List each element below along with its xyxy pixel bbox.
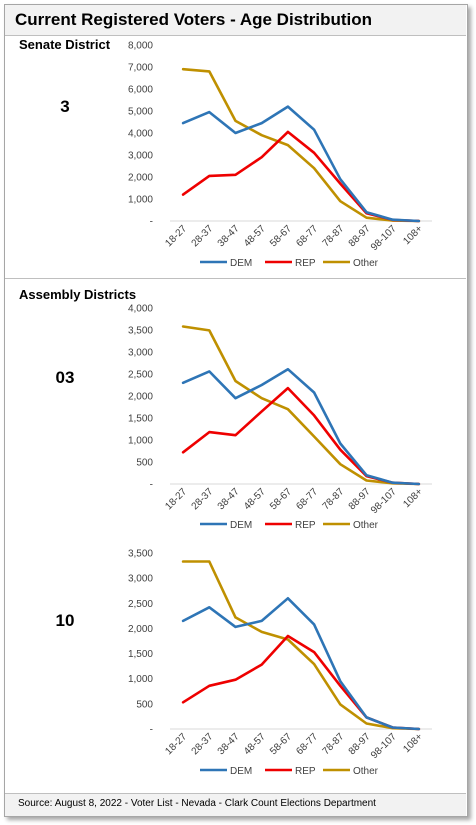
senate-district-number: 3 bbox=[60, 97, 70, 116]
source-note: Source: August 8, 2022 - Voter List - Ne… bbox=[18, 798, 376, 809]
series-line-other bbox=[181, 560, 421, 731]
assembly-district-10-number: 10 bbox=[55, 611, 75, 630]
legend-label-dem: DEM bbox=[230, 766, 252, 777]
y-tick-label: 3,500 bbox=[128, 326, 153, 337]
x-tick-label: 68-77 bbox=[294, 731, 320, 757]
legend-label-dem: DEM bbox=[230, 258, 252, 269]
y-tick-label: 2,000 bbox=[128, 392, 153, 403]
series-line-rep bbox=[181, 386, 421, 486]
x-tick-label: 78-87 bbox=[321, 223, 347, 249]
y-tick-label: - bbox=[150, 725, 153, 736]
x-tick-label: 38-47 bbox=[216, 486, 242, 512]
series-line-dem bbox=[181, 105, 421, 223]
footer-bar bbox=[5, 793, 466, 816]
x-tick-label: 38-47 bbox=[216, 223, 242, 249]
y-tick-label: 3,000 bbox=[128, 348, 153, 359]
x-tick-label: 38-47 bbox=[216, 731, 242, 757]
legend-label-other: Other bbox=[353, 520, 379, 531]
x-tick-label: 108+ bbox=[401, 731, 425, 755]
y-tick-label: 1,000 bbox=[128, 674, 153, 685]
y-tick-label: 2,000 bbox=[128, 173, 153, 184]
y-tick-label: 3,500 bbox=[128, 549, 153, 560]
legend-label-other: Other bbox=[353, 766, 379, 777]
assembly-district-03-number: 03 bbox=[55, 368, 75, 387]
y-tick-label: 7,000 bbox=[128, 63, 153, 74]
x-tick-label: 48-57 bbox=[242, 731, 268, 757]
x-tick-label: 28-37 bbox=[190, 486, 216, 512]
series-line-dem bbox=[181, 367, 421, 486]
legend-label-rep: REP bbox=[295, 766, 316, 777]
y-tick-label: 6,000 bbox=[128, 85, 153, 96]
x-tick-label: 98-107 bbox=[369, 486, 399, 516]
series-line-rep bbox=[181, 634, 421, 731]
x-tick-label: 48-57 bbox=[242, 223, 268, 249]
y-tick-label: 5,000 bbox=[128, 107, 153, 118]
series-line-dem bbox=[181, 596, 421, 731]
legend-label-dem: DEM bbox=[230, 520, 252, 531]
y-tick-label: 1,000 bbox=[128, 195, 153, 206]
senate-district-label: Senate District bbox=[19, 37, 111, 52]
y-tick-label: 8,000 bbox=[128, 41, 153, 52]
y-tick-label: 3,000 bbox=[128, 151, 153, 162]
x-tick-label: 18-27 bbox=[163, 223, 189, 249]
y-tick-label: 1,500 bbox=[128, 649, 153, 660]
y-tick-label: 2,500 bbox=[128, 370, 153, 381]
section-divider bbox=[5, 278, 466, 279]
x-tick-label: 48-57 bbox=[242, 486, 268, 512]
series-line-rep bbox=[181, 130, 421, 223]
y-tick-label: - bbox=[150, 217, 153, 228]
y-tick-label: 1,000 bbox=[128, 436, 153, 447]
x-tick-label: 58-67 bbox=[268, 731, 294, 757]
legend-label-rep: REP bbox=[295, 520, 316, 531]
x-tick-label: 58-67 bbox=[268, 486, 294, 512]
series-line-other bbox=[181, 325, 421, 486]
title-bar bbox=[5, 5, 466, 36]
y-tick-label: 2,000 bbox=[128, 624, 153, 635]
x-tick-label: 18-27 bbox=[163, 731, 189, 757]
y-tick-label: 1,500 bbox=[128, 414, 153, 425]
legend-label-rep: REP bbox=[295, 258, 316, 269]
x-tick-label: 68-77 bbox=[294, 223, 320, 249]
x-tick-label: 98-107 bbox=[369, 731, 399, 761]
series-line-other bbox=[181, 67, 421, 223]
y-tick-label: 4,000 bbox=[128, 129, 153, 140]
y-tick-label: 4,000 bbox=[128, 304, 153, 315]
x-tick-label: 78-87 bbox=[321, 486, 347, 512]
y-tick-label: - bbox=[150, 480, 153, 491]
y-tick-label: 3,000 bbox=[128, 574, 153, 585]
y-tick-label: 500 bbox=[136, 458, 153, 469]
x-tick-label: 28-37 bbox=[190, 731, 216, 757]
page-title: Current Registered Voters - Age Distribu… bbox=[15, 10, 373, 29]
x-tick-label: 98-107 bbox=[369, 223, 399, 253]
y-tick-label: 2,500 bbox=[128, 599, 153, 610]
x-tick-label: 58-67 bbox=[268, 223, 294, 249]
x-tick-label: 108+ bbox=[401, 223, 425, 247]
x-tick-label: 28-37 bbox=[190, 223, 216, 249]
assembly-districts-label: Assembly Districts bbox=[19, 287, 137, 302]
x-tick-label: 68-77 bbox=[294, 486, 320, 512]
x-tick-label: 108+ bbox=[401, 486, 425, 510]
legend-label-other: Other bbox=[353, 258, 379, 269]
y-tick-label: 500 bbox=[136, 699, 153, 710]
report-frame bbox=[4, 4, 468, 817]
x-tick-label: 18-27 bbox=[163, 486, 189, 512]
x-tick-label: 78-87 bbox=[321, 731, 347, 757]
